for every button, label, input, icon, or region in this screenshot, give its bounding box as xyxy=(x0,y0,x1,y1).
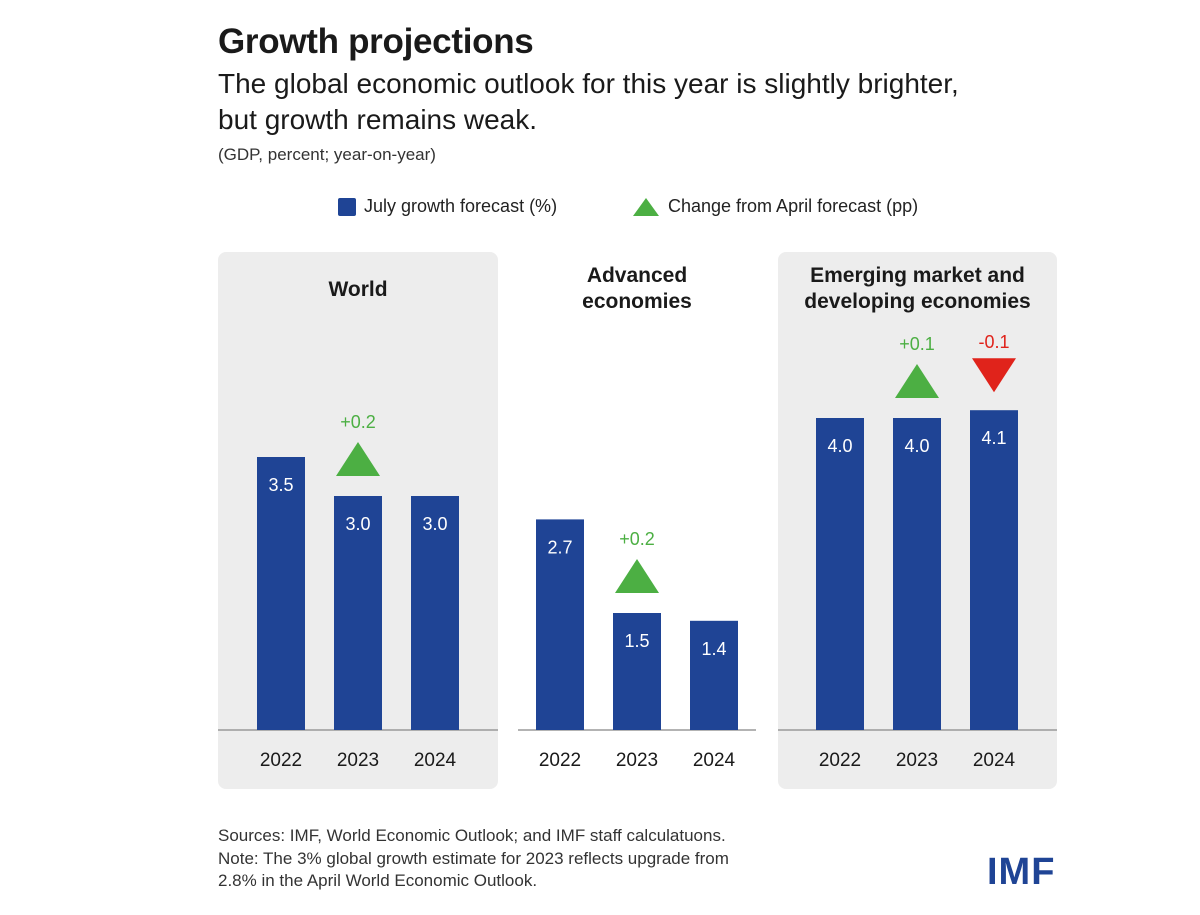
bar-value-label: 4.0 xyxy=(827,436,852,456)
bar xyxy=(690,620,738,730)
change-label: +0.2 xyxy=(340,412,376,432)
chart-title: Growth projections xyxy=(218,22,534,61)
bar xyxy=(970,410,1018,730)
panel-title: Advanced xyxy=(587,264,687,287)
bar-value-label: 4.0 xyxy=(904,436,929,456)
x-tick-label: 2023 xyxy=(896,750,938,771)
bar xyxy=(411,496,459,730)
legend-bar-label: July growth forecast (%) xyxy=(364,196,558,216)
x-tick-label: 2024 xyxy=(693,750,736,771)
panel-title: economies xyxy=(582,290,692,313)
bar xyxy=(536,519,584,730)
panel-title: World xyxy=(328,278,387,301)
panel-title: Emerging market and xyxy=(810,264,1025,287)
bar xyxy=(257,457,305,730)
x-tick-label: 2022 xyxy=(539,750,581,771)
bar xyxy=(816,418,864,730)
change-label: +0.1 xyxy=(899,334,935,354)
x-tick-label: 2022 xyxy=(819,750,861,771)
legend-change-label: Change from April forecast (pp) xyxy=(668,196,919,216)
legend-item-bars: July growth forecast (%) xyxy=(338,196,557,217)
bar-value-label: 1.4 xyxy=(701,639,726,659)
change-label: +0.2 xyxy=(619,529,655,549)
x-tick-label: 2023 xyxy=(337,750,379,771)
x-tick-label: 2023 xyxy=(616,750,658,771)
x-tick-label: 2024 xyxy=(414,750,457,771)
bar-value-label: 3.0 xyxy=(345,514,370,534)
bar xyxy=(893,418,941,730)
x-tick-label: 2024 xyxy=(973,750,1016,771)
change-label: -0.1 xyxy=(978,332,1009,352)
change-up-triangle-icon xyxy=(336,442,380,476)
chart-subtitle-line-2: but growth remains weak. xyxy=(218,104,538,135)
bar xyxy=(613,613,661,730)
bar-value-label: 1.5 xyxy=(624,631,649,651)
bar-value-label: 3.5 xyxy=(268,475,293,495)
panel-title: developing economies xyxy=(804,290,1030,313)
change-up-triangle-icon xyxy=(895,364,939,398)
imf-logo: IMF xyxy=(987,851,1056,893)
legend-up-triangle-icon xyxy=(633,197,659,216)
legend-item-change: Change from April forecast (pp) xyxy=(632,196,918,217)
bar-value-label: 2.7 xyxy=(547,537,572,557)
bar xyxy=(334,496,382,730)
legend-bar-swatch-icon xyxy=(338,197,356,216)
note-line-1: Note: The 3% global growth estimate for … xyxy=(218,849,729,868)
bar-value-label: 4.1 xyxy=(981,428,1006,448)
change-down-triangle-icon xyxy=(972,358,1016,393)
bar-value-label: 3.0 xyxy=(422,514,447,534)
note-line-2: 2.8% in the April World Economic Outlook… xyxy=(218,871,538,890)
x-tick-label: 2022 xyxy=(260,750,302,771)
change-up-triangle-icon xyxy=(615,559,659,593)
chart-units-note: (GDP, percent; year-on-year) xyxy=(218,145,436,164)
chart-subtitle-line-1: The global economic outlook for this yea… xyxy=(218,68,959,99)
source-note: Sources: IMF, World Economic Outlook; an… xyxy=(218,826,726,845)
